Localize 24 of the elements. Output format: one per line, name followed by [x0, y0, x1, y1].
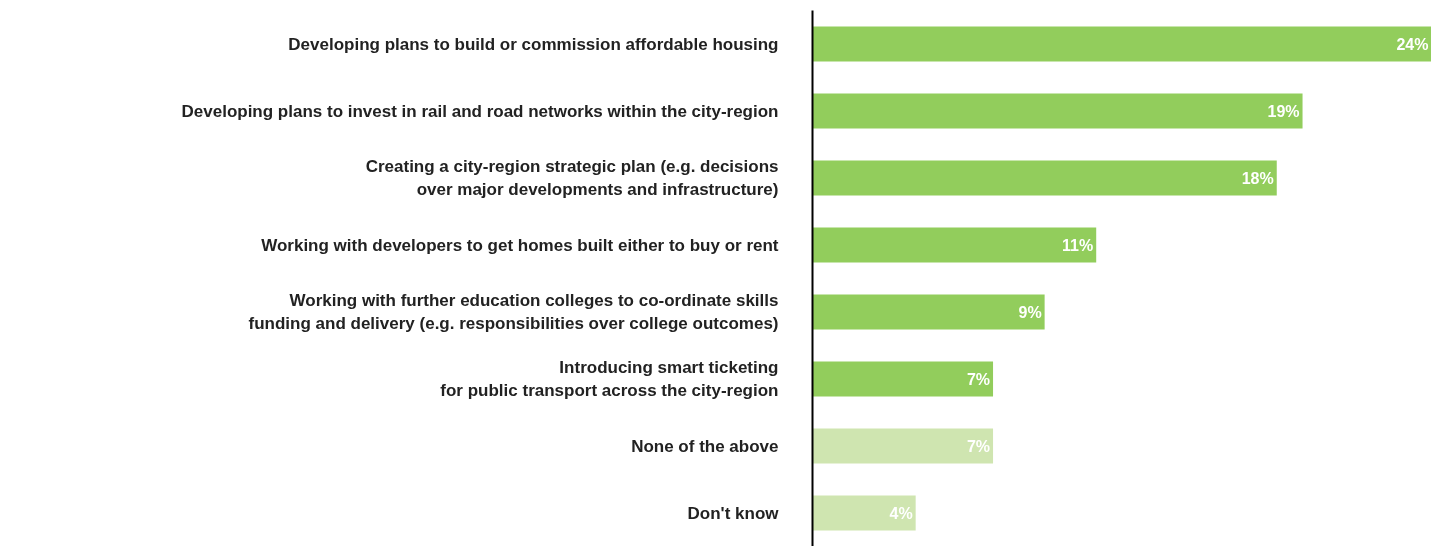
y-tick-label: Working with developers to get homes built either to buy or rent: [261, 235, 779, 255]
data-label: 4%: [889, 504, 913, 522]
y-tick-label: Working with further education colleges to co-ordinate skills funding and delivery (e.g. responsibilities over college outcomes): [248, 291, 779, 333]
bar: [812, 93, 1303, 129]
y-tick-label: Creating a city-region strategic plan (e.g. decisions over major developments and infrastructure): [365, 157, 779, 199]
bar: [812, 361, 994, 397]
data-label: 11%: [1062, 236, 1094, 254]
y-tick-label: None of the above: [631, 436, 779, 456]
bar: [812, 227, 1097, 263]
bar: [812, 495, 916, 531]
bar: [812, 160, 1277, 196]
y-tick-label: Developing plans to build or commission affordable housing: [288, 34, 779, 54]
bar: [812, 294, 1045, 330]
y-tick-label: Introducing smart ticketing for public transport across the city-region: [440, 358, 779, 400]
y-tick-label: Developing plans to invest in rail and road networks within the city-region: [181, 101, 779, 121]
data-label: 19%: [1267, 102, 1300, 120]
data-label: 7%: [966, 437, 991, 455]
data-label: 24%: [1396, 35, 1429, 53]
y-tick-label: Don't know: [687, 503, 780, 523]
data-label: 18%: [1241, 169, 1274, 187]
data-label: 9%: [1018, 303, 1042, 321]
bar: [812, 428, 994, 464]
bar: [812, 26, 1431, 62]
data-label: 7%: [966, 370, 991, 388]
